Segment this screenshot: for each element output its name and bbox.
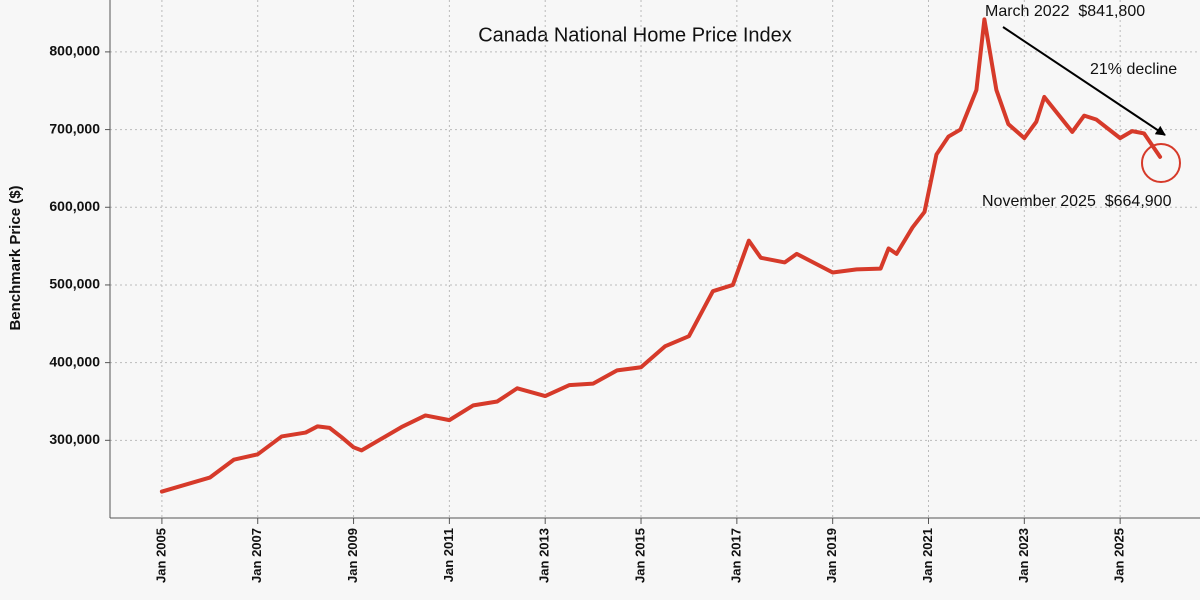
y-axis-label: Benchmark Price ($) (7, 185, 24, 330)
x-tick-label: Jan 2023 (1016, 528, 1031, 583)
annotation-arrow (1002, 26, 1166, 136)
x-tick-label: Jan 2025 (1112, 528, 1127, 583)
highlight-circle (1141, 143, 1181, 183)
x-tick-label: Jan 2007 (249, 528, 264, 583)
x-tick-label: Jan 2019 (824, 528, 839, 583)
y-tick-label: 500,000 (49, 276, 100, 292)
chart-title: Canada National Home Price Index (478, 24, 792, 46)
y-tick-label: 400,000 (49, 353, 100, 369)
x-tick-label: Jan 2009 (345, 528, 360, 583)
annotation: March 2022 $841,800 (985, 3, 1145, 20)
x-tick-label: Jan 2017 (728, 528, 743, 583)
annotation: 21% decline (1090, 61, 1177, 78)
y-tick-label: 800,000 (49, 43, 100, 59)
x-tick-label: Jan 2015 (632, 528, 647, 583)
x-tick-label: Jan 2011 (441, 528, 456, 582)
price-line (159, 17, 1163, 494)
x-tick-label: Jan 2005 (153, 528, 168, 583)
x-tick-label: Jan 2021 (920, 528, 935, 583)
x-tick-label: Jan 2013 (537, 528, 552, 583)
plot-area: 300,000 400,000 500,000 600,000 700,000 800,0… (49, 0, 1200, 583)
y-tick-label: 300,000 (49, 431, 100, 447)
annotation: November 2025 $664,900 (982, 193, 1172, 210)
y-tick-label: 600,000 (49, 198, 100, 214)
y-tick-label: 700,000 (49, 120, 100, 136)
